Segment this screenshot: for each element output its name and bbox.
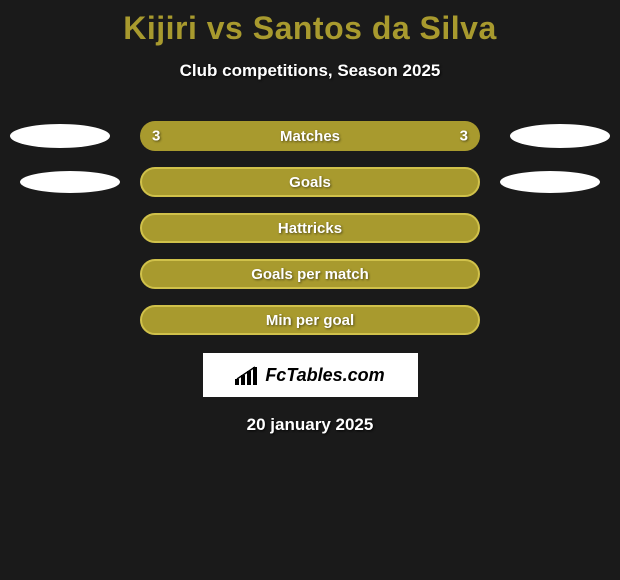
- stat-row-matches: 3 Matches 3: [0, 121, 620, 151]
- subtitle: Club competitions, Season 2025: [0, 61, 620, 81]
- stat-label: Goals per match: [251, 266, 369, 283]
- stat-right-value: 3: [460, 128, 468, 145]
- bars-icon: [235, 365, 261, 385]
- footer-date: 20 january 2025: [0, 415, 620, 435]
- stat-label: Min per goal: [266, 312, 354, 329]
- stat-pill: Min per goal: [140, 305, 480, 335]
- logo-text: FcTables.com: [265, 365, 384, 386]
- player1-name: Kijiri: [123, 10, 197, 46]
- left-ellipse: [20, 171, 120, 193]
- stats-rows: 3 Matches 3 Goals Hattricks Goals per ma…: [0, 121, 620, 335]
- stat-pill: Goals per match: [140, 259, 480, 289]
- stat-pill: Goals: [140, 167, 480, 197]
- stat-label: Matches: [280, 128, 340, 145]
- stat-row-min-per-goal: Min per goal: [0, 305, 620, 335]
- stat-label: Hattricks: [278, 220, 342, 237]
- logo-box[interactable]: FcTables.com: [203, 353, 418, 397]
- player2-name: Santos da Silva: [253, 10, 497, 46]
- stat-label: Goals: [289, 174, 331, 191]
- page-title: Kijiri vs Santos da Silva: [0, 0, 620, 47]
- stat-left-value: 3: [152, 128, 160, 145]
- stat-row-goals-per-match: Goals per match: [0, 259, 620, 289]
- vs-separator: vs: [197, 10, 252, 46]
- logo: FcTables.com: [235, 365, 384, 386]
- left-ellipse: [10, 124, 110, 148]
- stat-pill: Hattricks: [140, 213, 480, 243]
- stat-pill: 3 Matches 3: [140, 121, 480, 151]
- stat-row-goals: Goals: [0, 167, 620, 197]
- right-ellipse: [500, 171, 600, 193]
- right-ellipse: [510, 124, 610, 148]
- stat-row-hattricks: Hattricks: [0, 213, 620, 243]
